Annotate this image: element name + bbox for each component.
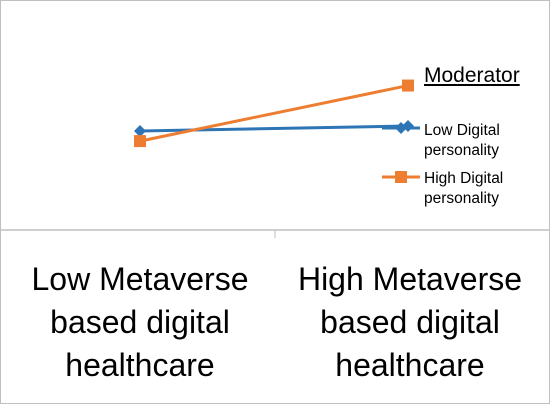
legend-marker-1: [395, 171, 407, 183]
x-category-label-low: Low Metaverse based digital healthcare: [31, 261, 249, 383]
legend-title: Moderator: [424, 64, 520, 87]
series-1-point-1: [402, 79, 414, 92]
x-category-label-high: High Metaverse based digital healthcare: [297, 261, 523, 383]
series-line-0: [139, 124, 409, 133]
legend-entry-low-digital-personality: Low Digital personality: [424, 122, 500, 159]
legend-marker-0: [395, 122, 407, 134]
series-0-point-0: [134, 125, 146, 137]
series-line-1: [139, 84, 409, 143]
series-1-point-0: [134, 135, 146, 148]
legend-entry-high-digital-personality: High Digital personality: [424, 170, 504, 207]
